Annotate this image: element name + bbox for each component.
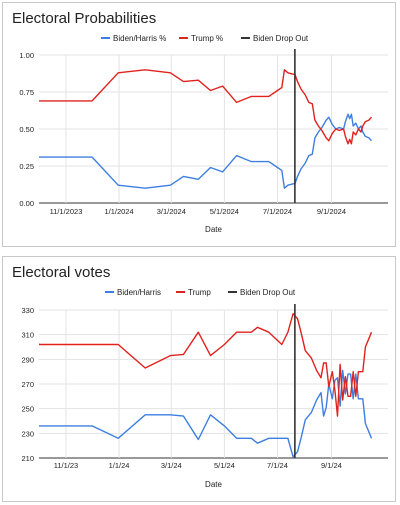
y-tick-label: 250: [21, 405, 34, 414]
legend-label: Biden/Harris %: [113, 34, 166, 43]
electoral-votes-chart: 210 230 250 270 290 310 330 11/1/23 1/1/24 3/1/24…: [21, 288, 388, 489]
x-tick-label: 1/1/2024: [104, 207, 133, 216]
x-tick-label: 5/1/24: [214, 461, 235, 470]
x-tick-label: 1/1/24: [109, 461, 130, 470]
legend-label: Biden Drop Out: [240, 288, 296, 297]
y-tick-label: 270: [21, 380, 34, 389]
x-tick-label: 3/1/2024: [157, 207, 186, 216]
y-tick-label: 230: [21, 429, 34, 438]
legend-label: Biden Drop Out: [253, 34, 309, 43]
y-tick-label: 0.25: [19, 162, 34, 171]
x-axis-title: Date: [205, 225, 222, 234]
x-axis-title: Date: [205, 480, 222, 489]
y-tick-label: 0.75: [19, 88, 34, 97]
chart-title: Electoral Probabilities: [12, 10, 157, 27]
legend-label: Trump: [188, 288, 211, 297]
probabilities-chart: 0.00 0.25 0.50 0.75 1.00 11/1/2023 1/1/2024 3/1…: [19, 34, 388, 234]
y-tick-label: 1.00: [19, 51, 34, 60]
x-tick-label: 7/1/24: [267, 461, 288, 470]
x-tick-label: 3/1/24: [161, 461, 182, 470]
x-tick-label: 9/1/24: [321, 461, 342, 470]
chart-panel-electoral-votes: Electoral votes 210 230 250 270 290 310 330 11/…: [2, 256, 396, 502]
x-tick-label: 9/1/2024: [317, 207, 346, 216]
legend-label: Biden/Harris: [117, 288, 161, 297]
chart-panel-probabilities: Electoral Probabilities 0.00 0.25 0.50 0.75…: [2, 2, 396, 247]
y-tick-label: 310: [21, 331, 34, 340]
x-tick-label: 7/1/2024: [263, 207, 292, 216]
x-tick-label: 5/1/2024: [210, 207, 239, 216]
x-tick-label: 11/1/23: [54, 461, 78, 470]
y-tick-label: 330: [21, 306, 34, 315]
y-tick-label: 0.50: [19, 125, 34, 134]
legend-label: Trump %: [191, 34, 223, 43]
x-tick-label: 11/1/2023: [50, 207, 83, 216]
chart-title: Electoral votes: [12, 264, 111, 281]
y-tick-label: 210: [21, 454, 34, 463]
y-tick-label: 0.00: [19, 199, 34, 208]
y-tick-label: 290: [21, 355, 34, 364]
